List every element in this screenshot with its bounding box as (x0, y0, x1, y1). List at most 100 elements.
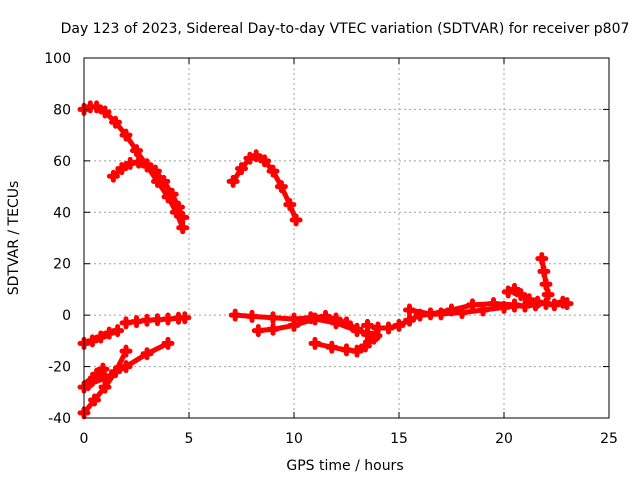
data-point-marker (140, 347, 154, 361)
data-point-marker (266, 311, 280, 325)
x-tick-label: 20 (495, 431, 513, 447)
y-tick-label: 100 (44, 51, 71, 67)
y-tick-labels: -40 -20 0 20 40 60 80 100 (44, 51, 71, 427)
data-point-marker (541, 288, 555, 302)
data-point-marker (329, 316, 343, 330)
data-point-marker (522, 293, 536, 307)
data-point-marker (90, 367, 104, 381)
data-point-marker (287, 318, 301, 332)
x-tick-label: 0 (80, 431, 89, 447)
data-point-marker (350, 344, 364, 358)
data-point-marker (508, 298, 521, 312)
data-point-marker (178, 311, 192, 325)
data-point-marker (176, 210, 190, 224)
data-point-marker (392, 318, 406, 332)
data-point-marker (157, 174, 171, 188)
chart-title: Day 123 of 2023, Sidereal Day-to-day VTE… (61, 21, 630, 37)
data-point-marker (403, 313, 416, 327)
data-point-marker (445, 303, 458, 317)
data-point-marker (102, 326, 116, 340)
y-axis-label: SDTVAR / TECUs (6, 181, 22, 296)
data-point-marker (308, 336, 322, 350)
data-point-marker (140, 313, 154, 327)
x-tick-label: 25 (600, 431, 618, 447)
data-point-marker (266, 164, 280, 178)
data-point-marker (487, 297, 500, 311)
data-point-marker (308, 312, 322, 326)
data-point-marker (96, 362, 110, 376)
data-point-marker (266, 322, 280, 336)
x-axis-label: GPS time / hours (286, 458, 403, 474)
data-point-marker (85, 334, 99, 348)
data-point-marker (176, 221, 190, 235)
data-point-marker (508, 282, 521, 296)
data-point-marker (361, 318, 374, 332)
y-tick-label: 60 (53, 154, 71, 170)
axis-ticks (83, 57, 610, 419)
data-point-marker (258, 154, 272, 168)
data-point-marker (88, 393, 101, 407)
data-point-marker (539, 277, 553, 291)
data-point-marker (371, 321, 385, 335)
data-point-marker (537, 264, 551, 278)
data-point-marker (172, 200, 185, 214)
data-point-marker (514, 288, 528, 302)
data-point-marker (424, 307, 437, 321)
x-tick-labels: 0 5 10 15 20 25 (80, 431, 618, 447)
grid (84, 58, 609, 418)
data-point-marker (151, 313, 164, 327)
data-point-marker (235, 162, 248, 176)
data-point-marker (535, 252, 549, 266)
data-point-marker (140, 158, 154, 172)
y-tick-label: -40 (48, 411, 71, 427)
data-series (77, 100, 574, 420)
data-point-marker (403, 303, 416, 317)
data-point-marker (165, 187, 179, 201)
series-arc-1 (81, 104, 186, 231)
data-point-marker (130, 315, 143, 329)
y-tick-label: 0 (62, 308, 71, 324)
data-point-marker (382, 321, 395, 335)
series-arc-2 (110, 159, 186, 220)
data-point-marker (289, 213, 303, 227)
data-point-marker (340, 343, 353, 357)
data-point-marker (161, 312, 175, 326)
data-point-marker (115, 162, 129, 176)
data-point-marker (249, 149, 263, 163)
plot-frame (83, 57, 610, 419)
data-point-marker (283, 198, 297, 212)
data-point-marker (130, 144, 143, 158)
data-point-marker (476, 303, 490, 317)
x-tick-label: 5 (185, 431, 194, 447)
data-point-marker (81, 378, 95, 392)
data-point-marker (111, 324, 125, 338)
data-point-marker (98, 105, 112, 119)
data-point-marker (119, 316, 133, 330)
x-tick-label: 10 (285, 431, 303, 447)
data-point-marker (228, 308, 242, 322)
data-point-marker (251, 324, 265, 338)
data-point-marker (109, 115, 122, 129)
data-point-marker (94, 330, 108, 344)
data-point-marker (350, 324, 364, 338)
data-point-marker (148, 164, 162, 178)
data-point-marker (90, 100, 104, 114)
y-tick-label: 20 (53, 257, 71, 273)
x-tick-label: 15 (390, 431, 408, 447)
data-point-marker (245, 309, 259, 323)
data-point-marker (132, 155, 146, 169)
data-point-marker (274, 180, 288, 194)
data-point-marker (119, 128, 133, 142)
data-point-marker (560, 297, 574, 311)
data-point-marker (358, 339, 372, 353)
data-point-marker (325, 340, 339, 354)
y-tick-label: 80 (53, 102, 71, 118)
data-point-marker (466, 298, 479, 312)
y-tick-label: 40 (53, 205, 71, 221)
data-point-marker (119, 344, 133, 358)
data-point-marker (161, 336, 175, 350)
data-point-marker (98, 371, 112, 385)
data-point-marker (367, 331, 381, 345)
data-point-marker (226, 174, 240, 188)
